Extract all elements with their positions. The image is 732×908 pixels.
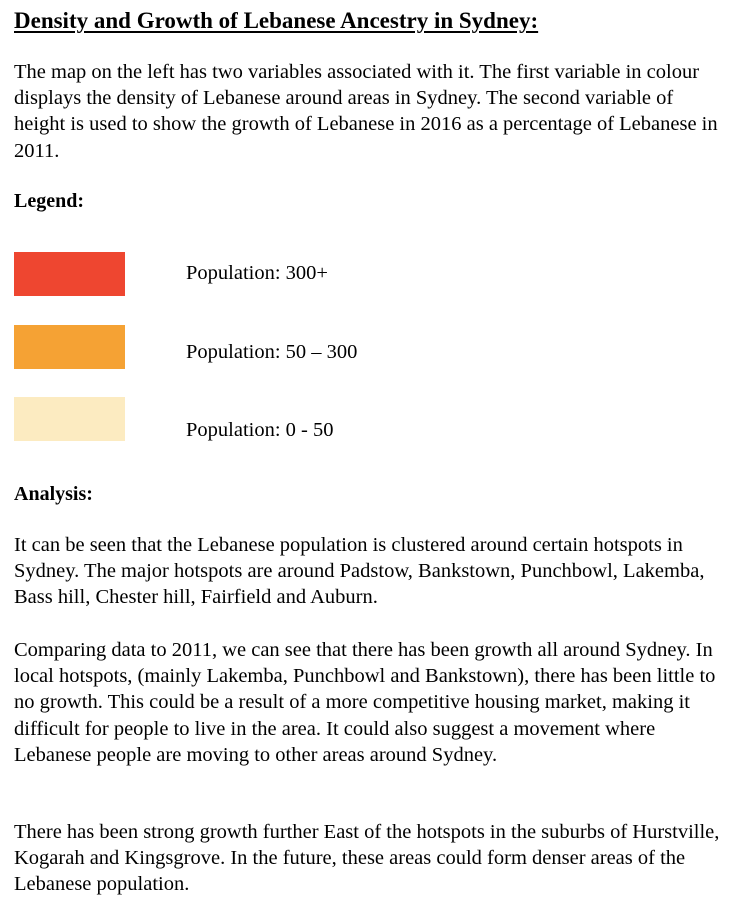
analysis-paragraph-hotspots: It can be seen that the Lebanese populat…: [14, 534, 705, 609]
legend-label-high: Population: 300+: [186, 262, 328, 284]
legend-label-medium: Population: 50 – 300: [186, 341, 358, 363]
analysis-heading: Analysis:: [14, 483, 93, 505]
legend-heading: Legend:: [14, 190, 84, 212]
analysis-paragraph-growth: Comparing data to 2011, we can see that …: [14, 639, 716, 766]
legend-swatch-medium: [14, 325, 125, 369]
intro-paragraph: The map on the left has two variables as…: [14, 61, 718, 162]
legend-swatch-low: [14, 397, 125, 441]
document-title: Density and Growth of Lebanese Ancestry …: [14, 8, 539, 33]
legend-swatch-high: [14, 252, 125, 296]
legend-label-low: Population: 0 - 50: [186, 419, 334, 441]
analysis-paragraph-east: There has been strong growth further Eas…: [14, 821, 720, 896]
